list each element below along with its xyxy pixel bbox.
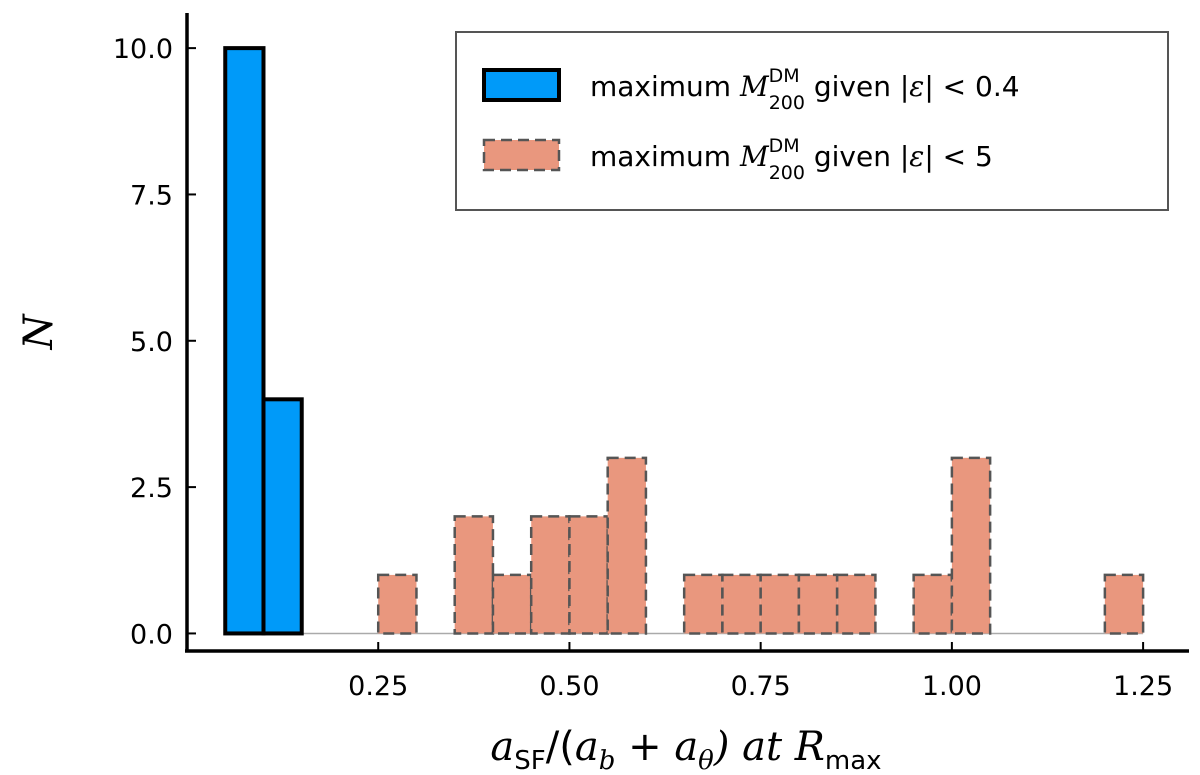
y-tick-label: 10.0 (113, 34, 173, 65)
bar-series2-bin-9 (797, 573, 839, 635)
bar-series2-bin-12 (950, 456, 992, 635)
y-tick-label: 0.0 (130, 619, 173, 650)
bars-layer (223, 46, 1145, 636)
legend-label-1: maximum MDM 200 given |ε| < 0.4 (590, 65, 1020, 114)
bar-series2-bin-1 (453, 515, 495, 635)
bar-series2-bin-6 (682, 573, 724, 635)
bar-series2-bin-5 (606, 456, 648, 635)
bar-series2-bin-10 (835, 573, 877, 635)
x-tick-label: 0.50 (539, 671, 599, 702)
y-axis-label: N (16, 313, 62, 351)
bar-series2-bin-0 (376, 573, 418, 635)
y-tick-label: 7.5 (130, 180, 173, 211)
axes-layer (185, 13, 1189, 653)
legend-label-2: maximum MDM 200 given |ε| < 5 (590, 135, 993, 184)
bar-series2-bin-11 (912, 573, 954, 635)
bar-series2-bin-4 (568, 515, 609, 635)
bar-series2-bin-13 (1103, 573, 1145, 635)
bar-series2-bin-8 (759, 573, 801, 635)
x-tick-label: 0.25 (348, 671, 408, 702)
ticks-layer: 0.0 2.5 5.0 7.5 10.0 0.25 0.50 0.75 1.00 1.25 (113, 34, 1173, 702)
legend-swatch-blue (482, 68, 561, 102)
legend-box (455, 31, 1169, 211)
x-axis-label: aSF/(ab + aθ) at Rmax (490, 724, 881, 775)
x-tick-label: 1.00 (922, 671, 982, 702)
bar-series1-bin-0 (223, 46, 266, 636)
x-tick-label: 1.25 (1113, 671, 1173, 702)
legend-swatch-salmon (482, 138, 561, 172)
bar-series2-bin-3 (529, 515, 571, 635)
y-tick-label: 2.5 (130, 473, 173, 504)
x-tick-label: 0.75 (731, 671, 791, 702)
bar-series2-bin-7 (721, 573, 762, 635)
bar-series2-bin-2 (491, 573, 533, 635)
legend: maximum MDM 200 given |ε| < 0.4 maximum M… (455, 31, 1169, 211)
y-tick-label: 5.0 (130, 327, 173, 358)
bar-series1-bin-1 (261, 397, 304, 636)
